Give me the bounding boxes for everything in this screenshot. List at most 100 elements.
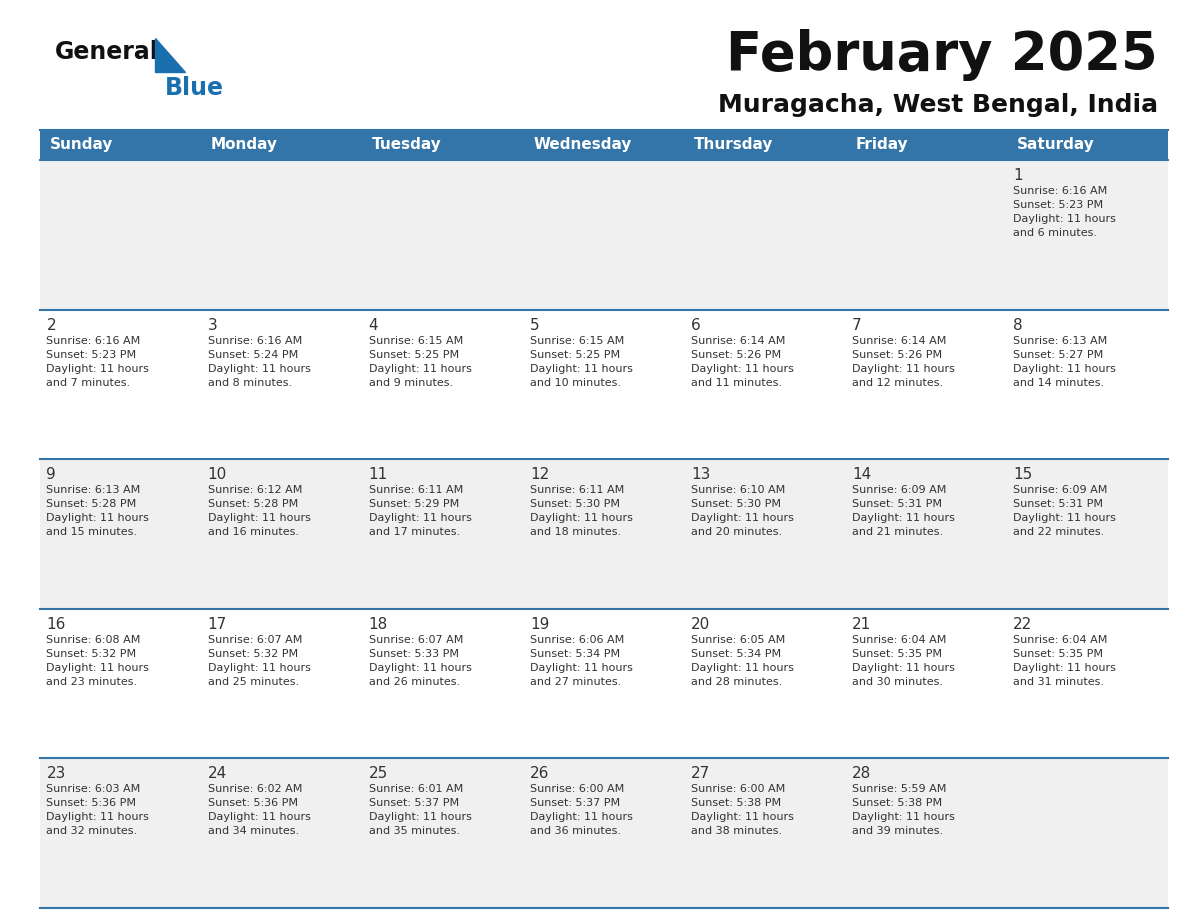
Text: Daylight: 11 hours: Daylight: 11 hours [530,364,633,374]
Text: Sunset: 5:30 PM: Sunset: 5:30 PM [530,499,620,509]
Text: 11: 11 [368,467,388,482]
Bar [524,130,684,160]
Text: Sunrise: 6:15 AM: Sunrise: 6:15 AM [530,336,624,345]
Text: Daylight: 11 hours: Daylight: 11 hours [368,663,472,673]
Text: Daylight: 11 hours: Daylight: 11 hours [530,663,633,673]
Text: 7: 7 [852,318,861,332]
Text: 18: 18 [368,617,388,632]
Text: Sunrise: 6:14 AM: Sunrise: 6:14 AM [852,336,947,345]
Text: Daylight: 11 hours: Daylight: 11 hours [691,663,794,673]
Text: and 36 minutes.: and 36 minutes. [530,826,621,836]
Text: Sunset: 5:38 PM: Sunset: 5:38 PM [852,799,942,809]
Text: Sunrise: 6:00 AM: Sunrise: 6:00 AM [691,784,785,794]
Text: Sunset: 5:26 PM: Sunset: 5:26 PM [691,350,782,360]
Text: Sunset: 5:38 PM: Sunset: 5:38 PM [691,799,782,809]
Text: and 17 minutes.: and 17 minutes. [368,527,460,537]
Text: 24: 24 [208,767,227,781]
Text: Daylight: 11 hours: Daylight: 11 hours [368,812,472,823]
Text: Blue: Blue [165,76,225,100]
Text: 2: 2 [46,318,56,332]
Text: Sunrise: 5:59 AM: Sunrise: 5:59 AM [852,784,947,794]
Text: and 12 minutes.: and 12 minutes. [852,377,943,387]
Text: Daylight: 11 hours: Daylight: 11 hours [1013,214,1117,224]
Text: Sunrise: 6:05 AM: Sunrise: 6:05 AM [691,635,785,644]
Text: 13: 13 [691,467,710,482]
Text: Sunrise: 6:15 AM: Sunrise: 6:15 AM [368,336,463,345]
Text: 6: 6 [691,318,701,332]
Text: Muragacha, West Bengal, India: Muragacha, West Bengal, India [718,93,1158,117]
Text: Sunset: 5:33 PM: Sunset: 5:33 PM [368,649,459,659]
Text: 9: 9 [46,467,56,482]
Text: Sunset: 5:27 PM: Sunset: 5:27 PM [1013,350,1104,360]
Text: Sunset: 5:32 PM: Sunset: 5:32 PM [46,649,137,659]
Text: Sunset: 5:35 PM: Sunset: 5:35 PM [852,649,942,659]
Text: Daylight: 11 hours: Daylight: 11 hours [852,364,955,374]
Text: Sunset: 5:24 PM: Sunset: 5:24 PM [208,350,298,360]
Text: Daylight: 11 hours: Daylight: 11 hours [852,663,955,673]
Text: Daylight: 11 hours: Daylight: 11 hours [852,812,955,823]
Text: 16: 16 [46,617,65,632]
Text: Daylight: 11 hours: Daylight: 11 hours [46,663,150,673]
Text: Sunrise: 6:04 AM: Sunrise: 6:04 AM [1013,635,1107,644]
Text: and 8 minutes.: and 8 minutes. [208,377,292,387]
Text: 12: 12 [530,467,549,482]
Text: Sunset: 5:28 PM: Sunset: 5:28 PM [46,499,137,509]
Text: Daylight: 11 hours: Daylight: 11 hours [208,663,310,673]
Text: Sunset: 5:32 PM: Sunset: 5:32 PM [208,649,298,659]
Text: Sunset: 5:35 PM: Sunset: 5:35 PM [1013,649,1104,659]
Text: Sunset: 5:36 PM: Sunset: 5:36 PM [208,799,297,809]
Text: Daylight: 11 hours: Daylight: 11 hours [1013,513,1117,523]
Text: and 26 minutes.: and 26 minutes. [368,677,460,687]
Bar [201,130,362,160]
Text: and 28 minutes.: and 28 minutes. [691,677,782,687]
Text: Daylight: 11 hours: Daylight: 11 hours [691,812,794,823]
Text: and 35 minutes.: and 35 minutes. [368,826,460,836]
Text: 10: 10 [208,467,227,482]
Text: and 32 minutes.: and 32 minutes. [46,826,138,836]
Text: Tuesday: Tuesday [372,138,442,152]
Text: Sunrise: 6:16 AM: Sunrise: 6:16 AM [46,336,140,345]
Text: Sunset: 5:29 PM: Sunset: 5:29 PM [368,499,459,509]
Text: Sunset: 5:30 PM: Sunset: 5:30 PM [691,499,781,509]
Text: and 39 minutes.: and 39 minutes. [852,826,943,836]
Text: General: General [55,40,159,64]
Text: Daylight: 11 hours: Daylight: 11 hours [368,513,472,523]
Text: Sunset: 5:28 PM: Sunset: 5:28 PM [208,499,298,509]
Text: 17: 17 [208,617,227,632]
Text: and 11 minutes.: and 11 minutes. [691,377,782,387]
Text: and 27 minutes.: and 27 minutes. [530,677,621,687]
Text: Sunrise: 6:10 AM: Sunrise: 6:10 AM [691,486,785,495]
Text: Daylight: 11 hours: Daylight: 11 hours [1013,364,1117,374]
Text: Sunset: 5:37 PM: Sunset: 5:37 PM [368,799,459,809]
Text: 20: 20 [691,617,710,632]
Text: 23: 23 [46,767,65,781]
Text: Daylight: 11 hours: Daylight: 11 hours [368,364,472,374]
Text: and 34 minutes.: and 34 minutes. [208,826,298,836]
Bar [40,130,201,160]
Text: and 10 minutes.: and 10 minutes. [530,377,621,387]
Text: Sunrise: 6:14 AM: Sunrise: 6:14 AM [691,336,785,345]
Text: Sunrise: 6:04 AM: Sunrise: 6:04 AM [852,635,947,644]
Text: Sunrise: 6:09 AM: Sunrise: 6:09 AM [1013,486,1107,495]
Text: 22: 22 [1013,617,1032,632]
Text: Sunset: 5:25 PM: Sunset: 5:25 PM [368,350,459,360]
Text: Sunrise: 6:08 AM: Sunrise: 6:08 AM [46,635,141,644]
Text: 5: 5 [530,318,539,332]
Bar [362,130,524,160]
Text: Sunrise: 6:03 AM: Sunrise: 6:03 AM [46,784,140,794]
Text: 1: 1 [1013,168,1023,183]
Text: Sunrise: 6:16 AM: Sunrise: 6:16 AM [1013,186,1107,196]
Text: Sunrise: 6:01 AM: Sunrise: 6:01 AM [368,784,463,794]
Text: and 16 minutes.: and 16 minutes. [208,527,298,537]
Text: Sunrise: 6:13 AM: Sunrise: 6:13 AM [1013,336,1107,345]
Text: Sunset: 5:26 PM: Sunset: 5:26 PM [852,350,942,360]
Text: Sunset: 5:34 PM: Sunset: 5:34 PM [691,649,782,659]
Text: and 22 minutes.: and 22 minutes. [1013,527,1105,537]
Text: and 23 minutes.: and 23 minutes. [46,677,138,687]
Text: 19: 19 [530,617,549,632]
Bar [40,609,1168,758]
Text: Daylight: 11 hours: Daylight: 11 hours [208,513,310,523]
Text: Sunset: 5:23 PM: Sunset: 5:23 PM [46,350,137,360]
Text: and 30 minutes.: and 30 minutes. [852,677,943,687]
Bar [40,309,1168,459]
